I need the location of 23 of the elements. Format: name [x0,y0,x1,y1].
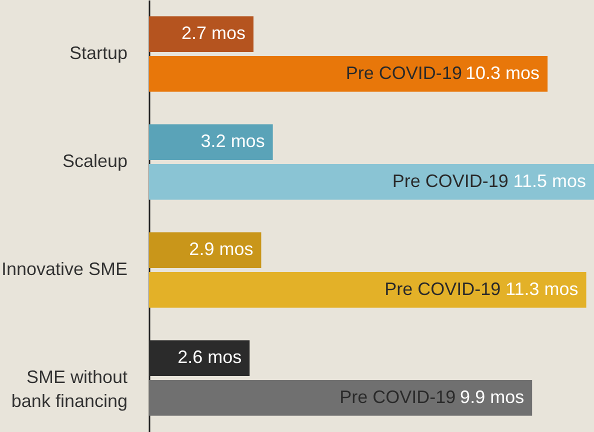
data-label: 2.7 mos [181,23,246,44]
y-tick-label: SME without bank financing [11,367,128,411]
bar [149,380,532,416]
bar [149,56,548,92]
bar [149,124,273,160]
text: Pre COVID-19 [340,386,456,407]
data-label: 10.3 mos [466,62,540,83]
data-label: 11.5 mos [513,170,586,191]
series-label: Pre COVID-19 [384,278,501,299]
data-label: 2.6 mos [178,347,242,368]
text: Pre COVID-19 [346,62,462,83]
data-label: 3.2 mos [200,131,265,152]
text: Pre COVID-19 [392,170,508,191]
y-tick-label: Scaleup [62,151,128,171]
bar [149,232,262,268]
y-tick-label: Innovative SME [1,259,128,279]
bar [149,164,594,200]
bar [149,272,586,308]
data-label: 9.9 mos [460,386,524,407]
bar [149,16,254,52]
data-label: 2.9 mos [189,239,254,260]
data-label: 11.3 mos [506,278,578,299]
y-tick-label: Startup [69,43,128,63]
